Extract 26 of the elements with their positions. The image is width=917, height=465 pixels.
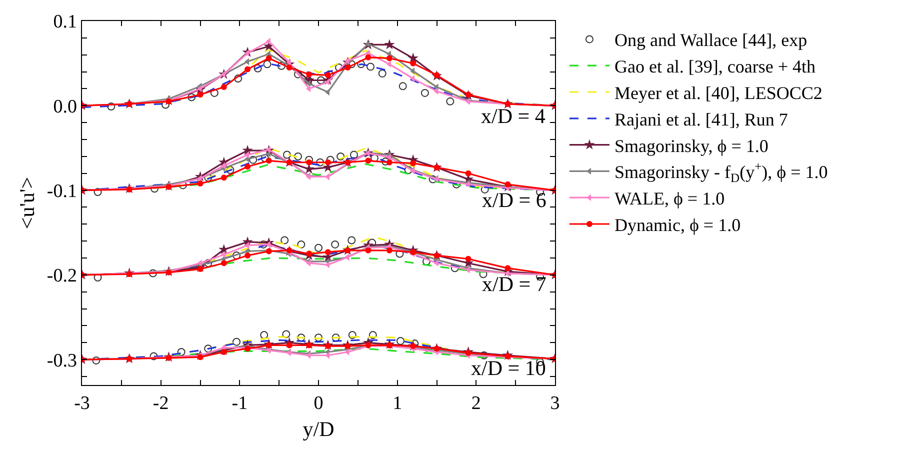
y-tick-label: 0.1 — [53, 12, 77, 33]
legend-label: Gao et al. [39], coarse + 4th — [614, 56, 816, 77]
annotation: x/D = 7 — [482, 272, 546, 296]
legend-label: Dynamic, ϕ = 1.0 — [614, 215, 741, 236]
y-tick-label: -0.3 — [46, 350, 77, 372]
annotation: x/D = 10 — [471, 356, 546, 380]
x-tick-label: -1 — [232, 393, 248, 414]
x-tick-label: 0 — [314, 393, 324, 414]
x-tick-label: 2 — [471, 393, 481, 414]
x-axis-title: y/D — [302, 417, 334, 442]
y-axis-title: <u'u'> — [15, 176, 40, 230]
legend-label: Smagorinsky - f$_{D}$(y$^{+}$), ϕ = 1.0 — [614, 160, 828, 185]
annotation: x/D = 6 — [482, 188, 546, 212]
x-tick-label: -3 — [74, 393, 90, 414]
legend-label: Smagorinsky, ϕ = 1.0 — [614, 136, 768, 156]
y-tick-label: 0.0 — [53, 96, 77, 118]
y-tick-label: -0.1 — [46, 180, 77, 202]
legend-label: Ong and Wallace [44], exp — [614, 30, 808, 50]
y-tick-label: -0.2 — [46, 266, 77, 287]
legend-label: Rajani et al. [41], Run 7 — [614, 109, 788, 130]
x-tick-label: -2 — [152, 393, 169, 414]
legend-label: Meyer et al. [40], LESOCC2 — [614, 83, 822, 104]
annotation: x/D = 4 — [481, 104, 546, 128]
x-tick-label: 1 — [392, 393, 402, 414]
legend-label: WALE, ϕ = 1.0 — [614, 188, 725, 209]
x-tick-label: 3 — [550, 393, 560, 414]
